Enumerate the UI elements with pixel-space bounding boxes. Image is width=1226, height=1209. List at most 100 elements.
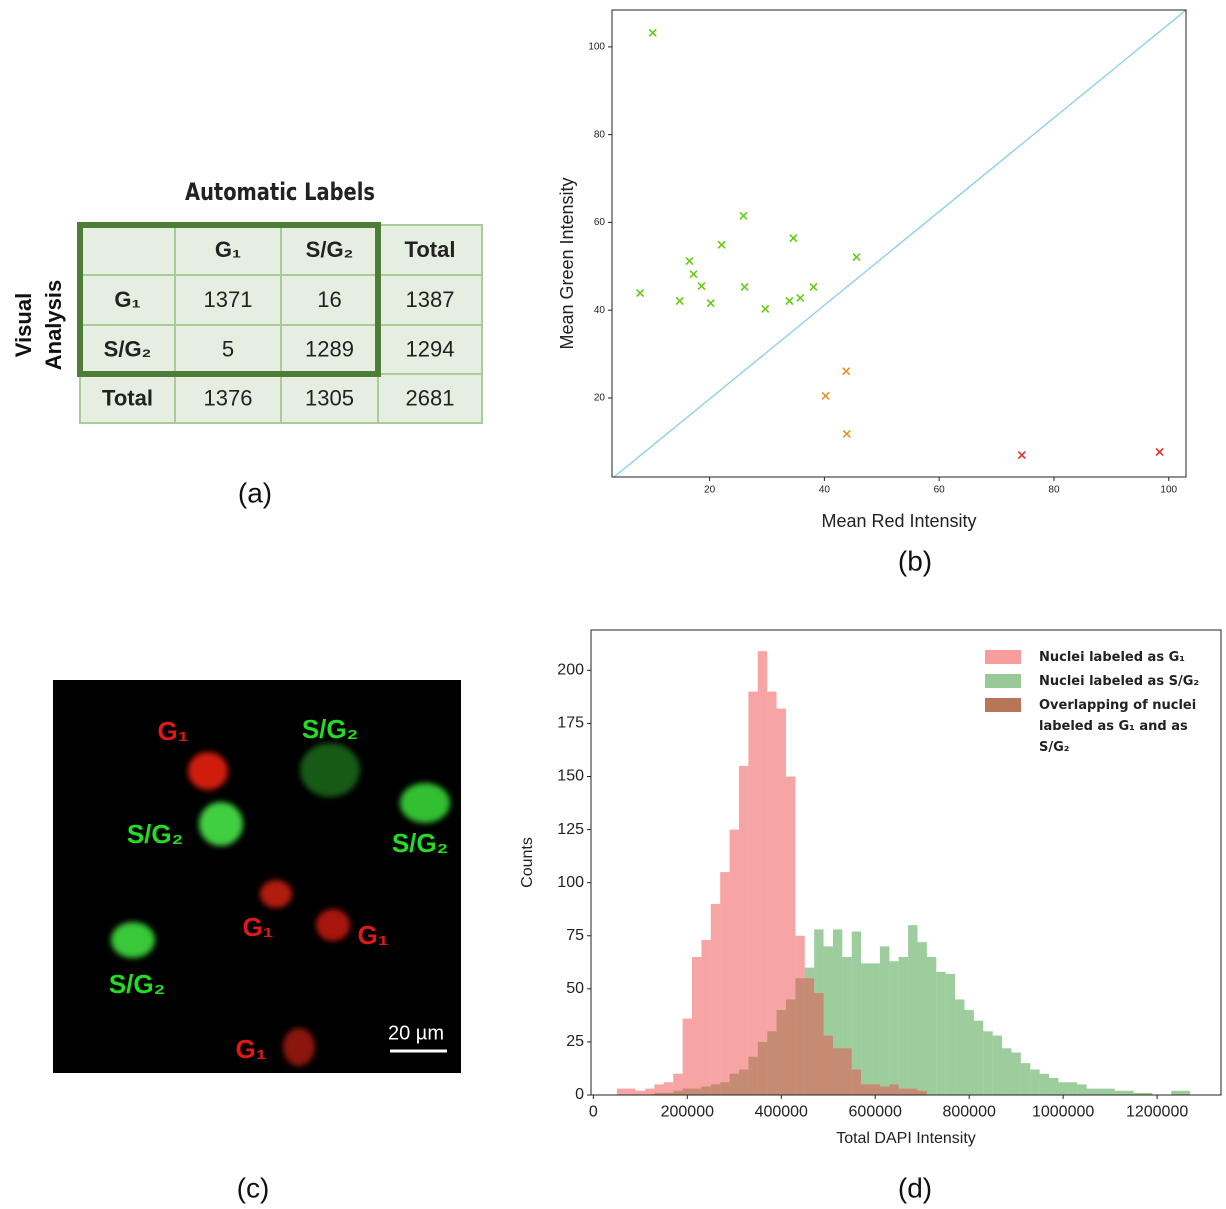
table-value: 1376 xyxy=(204,385,253,410)
histogram-bar xyxy=(1096,1089,1105,1095)
row-header: Total xyxy=(102,385,153,410)
histogram-bar xyxy=(786,777,795,1095)
x-tick-label: 400000 xyxy=(755,1103,808,1120)
legend-label: Nuclei labeled as G₁ xyxy=(1039,647,1209,668)
nucleus xyxy=(188,752,228,790)
histogram-bar xyxy=(889,1084,898,1095)
histogram-bar xyxy=(805,978,814,1095)
histogram-bar xyxy=(899,1089,908,1095)
y-tick-label: 100 xyxy=(588,42,605,53)
scatter-point xyxy=(690,271,697,278)
scatter-point xyxy=(786,297,793,304)
panel-label: (b) xyxy=(898,545,932,576)
histogram-bar xyxy=(795,936,804,1095)
y-tick-label: 200 xyxy=(557,662,584,679)
nucleus xyxy=(400,783,450,823)
histogram-bar xyxy=(1049,1078,1058,1095)
x-tick-label: 0 xyxy=(589,1103,598,1120)
x-tick-label: 1000000 xyxy=(1032,1103,1094,1120)
histogram-bar xyxy=(1002,1048,1011,1095)
histogram-bar xyxy=(692,957,701,1095)
histogram-bar xyxy=(824,1036,833,1095)
row-title: Visual xyxy=(11,293,36,357)
y-tick-label: 20 xyxy=(594,393,606,404)
cell-label: G₁ xyxy=(158,716,189,746)
table-value: 2681 xyxy=(406,385,455,410)
scatter-point xyxy=(790,235,797,242)
y-tick-label: 40 xyxy=(594,305,606,316)
legend-swatch xyxy=(985,650,1021,664)
histogram-bar xyxy=(908,1089,917,1095)
histogram-bar xyxy=(852,1070,861,1095)
histogram-bar xyxy=(871,963,880,1095)
nucleus xyxy=(260,880,292,908)
nucleus xyxy=(111,922,155,958)
scatter-point xyxy=(637,290,644,297)
histogram-bar xyxy=(1171,1091,1180,1095)
scale-bar-label: 20 µm xyxy=(388,1022,444,1044)
y-tick-label: 75 xyxy=(566,927,584,944)
histogram-bar xyxy=(730,830,739,1095)
y-tick-label: 100 xyxy=(557,874,584,891)
histogram-bar xyxy=(908,925,917,1095)
histogram-bar xyxy=(617,1089,626,1095)
micrograph xyxy=(53,680,461,1073)
y-tick-label: 125 xyxy=(557,821,584,838)
histogram-bar xyxy=(701,940,710,1095)
scatter-point xyxy=(686,258,693,265)
x-tick-label: 200000 xyxy=(661,1103,714,1120)
histogram-bar xyxy=(833,1048,842,1095)
scatter-point xyxy=(843,368,850,375)
y-tick-label: 80 xyxy=(594,129,606,140)
legend-label: Overlapping of nuclei labeled as G₁ and … xyxy=(1039,695,1209,758)
histogram-bar xyxy=(814,993,823,1095)
histogram-bar xyxy=(927,957,936,1095)
histogram-bar xyxy=(758,651,767,1095)
legend-swatch xyxy=(985,674,1021,688)
table-value: 1305 xyxy=(305,385,354,410)
histogram-bar xyxy=(1030,1070,1039,1095)
histogram-bar xyxy=(983,1031,992,1095)
x-axis-label: Total DAPI Intensity xyxy=(836,1130,976,1147)
table-cell xyxy=(80,225,175,275)
histogram-bar xyxy=(711,904,720,1095)
histogram-bar xyxy=(861,963,870,1095)
histogram-bar xyxy=(918,1091,927,1095)
y-axis-label: Counts xyxy=(519,837,536,888)
histogram-bar xyxy=(1115,1091,1124,1095)
histogram-bar xyxy=(871,1084,880,1095)
table-value: 1294 xyxy=(406,336,455,361)
nucleus xyxy=(283,1028,315,1066)
histogram-bar xyxy=(946,974,955,1095)
histogram-bar xyxy=(673,1074,682,1095)
scatter-point xyxy=(797,294,804,301)
histogram-bar xyxy=(955,999,964,1095)
x-tick-label: 60 xyxy=(934,485,946,496)
panel-label: (d) xyxy=(898,1172,932,1203)
diagonal-line xyxy=(614,10,1186,477)
legend-item: Overlapping of nuclei labeled as G₁ and … xyxy=(985,698,1215,758)
cell-label: G₁ xyxy=(236,1034,267,1064)
histogram-bar xyxy=(1105,1089,1114,1095)
figure-canvas: Automatic LabelsVisualAnalysisG₁S/G₂Tota… xyxy=(0,0,1226,1209)
histogram-bar xyxy=(748,692,757,1095)
column-header: S/G₂ xyxy=(306,237,354,262)
scatter-point xyxy=(741,283,748,290)
panel-label: (a) xyxy=(238,477,272,508)
legend-label: Nuclei labeled as S/G₂ xyxy=(1039,671,1209,692)
cell-label: S/G₂ xyxy=(109,969,165,999)
histogram-bar xyxy=(1077,1084,1086,1095)
x-tick-label: 600000 xyxy=(849,1103,902,1120)
scatter-point xyxy=(698,283,705,290)
nucleus xyxy=(199,802,243,846)
scatter-point xyxy=(1156,448,1163,455)
histogram-bar xyxy=(1068,1082,1077,1095)
x-tick-label: 80 xyxy=(1048,485,1060,496)
histogram-bar xyxy=(654,1084,663,1095)
histogram-bar xyxy=(880,1087,889,1095)
histogram-bar xyxy=(664,1082,673,1095)
histogram-bar xyxy=(918,942,927,1095)
histogram-bar xyxy=(636,1091,645,1095)
table-value: 16 xyxy=(317,287,341,312)
scatter-point xyxy=(740,212,747,219)
